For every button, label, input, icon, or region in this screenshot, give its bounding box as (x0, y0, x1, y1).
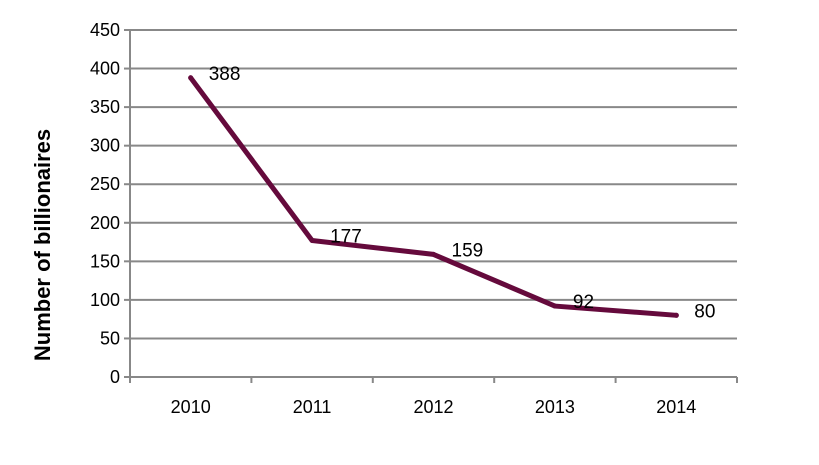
y-tick-label: 300 (90, 136, 120, 156)
data-label: 80 (694, 301, 715, 322)
y-tick-label: 200 (90, 213, 120, 233)
y-tick-label: 450 (90, 20, 120, 40)
x-tick-label: 2013 (535, 397, 575, 417)
data-label: 92 (573, 292, 594, 313)
labels: 0 50 100 150 200 250 300 350 400 450 2010 2011 2012 2… (90, 20, 715, 417)
series-line (188, 75, 679, 318)
axes (124, 29, 738, 383)
data-point (431, 251, 436, 257)
data-point (552, 303, 558, 309)
y-tick-label: 100 (90, 290, 120, 310)
y-tick-label: 250 (90, 174, 120, 194)
data-point (309, 238, 315, 244)
y-tick-label: 150 (90, 251, 120, 271)
y-tick-label: 400 (90, 59, 120, 79)
data-label: 388 (209, 64, 241, 85)
x-tick-label: 2014 (656, 397, 696, 417)
y-axis-title: Number of billionaires (30, 129, 55, 361)
y-tick-label: 50 (100, 328, 120, 348)
x-tick-label: 2010 (171, 397, 211, 417)
series-layer (188, 75, 679, 318)
y-tick-label: 0 (110, 367, 120, 387)
data-point (673, 312, 679, 318)
data-label: 177 (330, 227, 362, 248)
y-tick-label: 350 (90, 97, 120, 117)
gridlines (130, 29, 737, 340)
x-tick-label: 2011 (293, 397, 332, 417)
x-tick-label: 2012 (413, 397, 453, 417)
data-label: 159 (452, 240, 484, 261)
data-point (188, 75, 194, 81)
